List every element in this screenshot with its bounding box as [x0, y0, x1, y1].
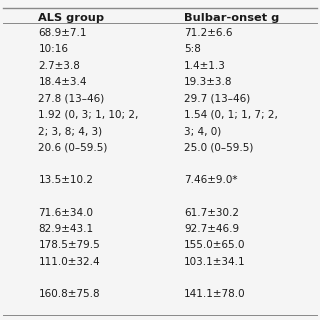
Text: 71.2±6.6: 71.2±6.6 — [184, 28, 233, 38]
Text: 19.3±3.8: 19.3±3.8 — [184, 77, 233, 87]
Text: ALS group: ALS group — [38, 13, 105, 23]
Text: 2.7±3.8: 2.7±3.8 — [38, 61, 80, 71]
Text: 160.8±75.8: 160.8±75.8 — [38, 289, 100, 299]
Text: 10:16: 10:16 — [38, 44, 68, 54]
Text: 141.1±78.0: 141.1±78.0 — [184, 289, 246, 299]
Text: 1.4±1.3: 1.4±1.3 — [184, 61, 226, 71]
Text: 103.1±34.1: 103.1±34.1 — [184, 257, 246, 267]
Text: Bulbar-onset g: Bulbar-onset g — [184, 13, 279, 23]
Text: 111.0±32.4: 111.0±32.4 — [38, 257, 100, 267]
Text: 20.6 (0–59.5): 20.6 (0–59.5) — [38, 142, 108, 152]
Text: 7.46±9.0*: 7.46±9.0* — [184, 175, 237, 185]
Text: 1.92 (0, 3; 1, 10; 2,: 1.92 (0, 3; 1, 10; 2, — [38, 110, 139, 120]
Text: 82.9±43.1: 82.9±43.1 — [38, 224, 93, 234]
Text: 25.0 (0–59.5): 25.0 (0–59.5) — [184, 142, 253, 152]
Text: 2; 3, 8; 4, 3): 2; 3, 8; 4, 3) — [38, 126, 102, 136]
Text: 27.8 (13–46): 27.8 (13–46) — [38, 93, 105, 103]
Text: 1.54 (0, 1; 1, 7; 2,: 1.54 (0, 1; 1, 7; 2, — [184, 110, 278, 120]
Text: 5:8: 5:8 — [184, 44, 201, 54]
Text: 68.9±7.1: 68.9±7.1 — [38, 28, 87, 38]
Text: 29.7 (13–46): 29.7 (13–46) — [184, 93, 250, 103]
Text: 18.4±3.4: 18.4±3.4 — [38, 77, 87, 87]
Text: 3; 4, 0): 3; 4, 0) — [184, 126, 221, 136]
Text: 13.5±10.2: 13.5±10.2 — [38, 175, 93, 185]
Text: 178.5±79.5: 178.5±79.5 — [38, 240, 100, 250]
Text: 155.0±65.0: 155.0±65.0 — [184, 240, 245, 250]
Text: 92.7±46.9: 92.7±46.9 — [184, 224, 239, 234]
Text: 61.7±30.2: 61.7±30.2 — [184, 208, 239, 218]
Text: 71.6±34.0: 71.6±34.0 — [38, 208, 93, 218]
